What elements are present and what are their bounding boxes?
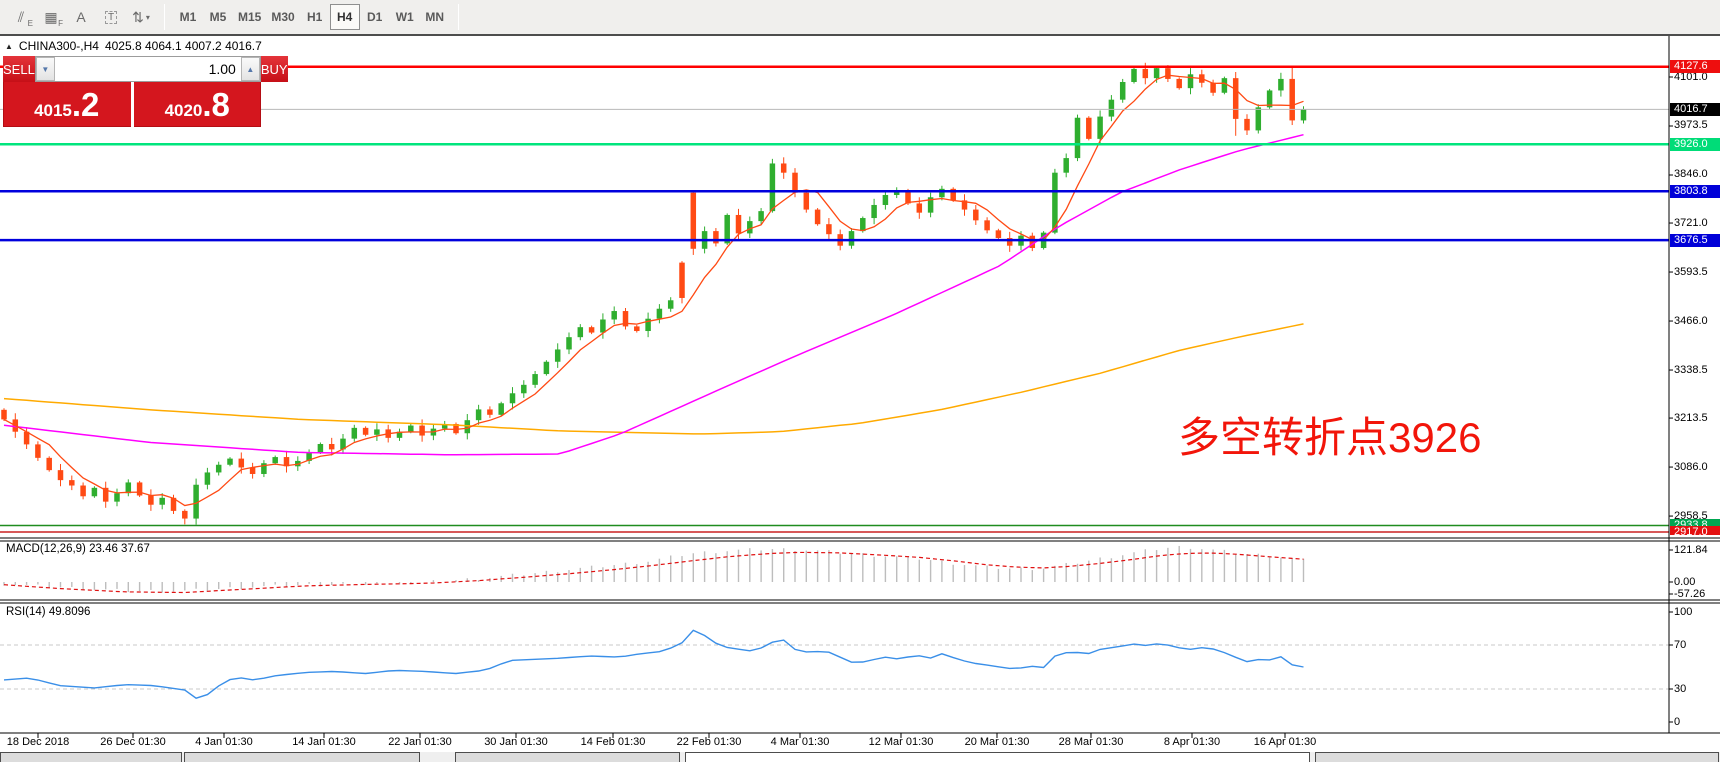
rsi-indicator-label: RSI(14) 49.8096 <box>6 606 91 618</box>
date-axis-label: 4 Mar 01:30 <box>770 736 830 748</box>
price-badge-4127.6: 4127.6 <box>1670 60 1720 74</box>
text-icon[interactable]: A <box>76 9 86 25</box>
buy-button[interactable]: BUY <box>260 56 288 82</box>
ohlc-values: 4025.8 4064.1 4007.2 4016.7 <box>104 39 262 53</box>
price-scale-label: 3213.5 <box>1674 411 1708 424</box>
date-axis-label: 22 Jan 01:30 <box>388 736 452 748</box>
drawing-tools-group: ⫽ E ▦ F A T ⇅ ▾ <box>6 0 156 34</box>
date-axis-label: 14 Jan 01:30 <box>292 736 356 748</box>
date-axis-label: 22 Feb 01:30 <box>676 736 742 748</box>
timeframe-button-h1[interactable]: H1 <box>307 10 323 24</box>
fibonacci-grid-icon[interactable]: ▦ F <box>44 8 63 29</box>
date-axis-label: 12 Mar 01:30 <box>868 736 934 748</box>
bid-fraction-digits: .2 <box>71 86 100 123</box>
equidistant-channel-icon[interactable]: ⫽ E <box>17 8 33 29</box>
price-scale-label: 4101.0 <box>1674 70 1708 83</box>
date-axis-label: 28 Mar 01:30 <box>1058 736 1124 748</box>
price-scale-label: 3593.5 <box>1674 265 1708 278</box>
chart-title: ▲ CHINA300-,H4 4025.8 4064.1 4007.2 4016… <box>5 39 262 53</box>
date-axis-label: 4 Jan 01:30 <box>195 736 253 748</box>
price-scale-label: 3086.0 <box>1674 460 1708 473</box>
price-scale-label: 3466.0 <box>1674 314 1708 327</box>
price-scale-label: 3846.0 <box>1674 168 1708 181</box>
timeframe-button-mn[interactable]: MN <box>425 10 445 24</box>
sell-button[interactable]: SELL <box>3 56 35 82</box>
bid-main-digits: 4015 <box>34 101 72 120</box>
ask-price[interactable]: 4020 .8 <box>134 82 262 127</box>
timeframe-button-m1[interactable]: M1 <box>179 10 197 24</box>
rsi-scale-label: 0 <box>1674 715 1681 728</box>
price-scale-label: 2958.5 <box>1674 509 1708 522</box>
symbol-label: CHINA300-,H4 <box>18 39 99 53</box>
date-axis-label: 16 Apr 01:30 <box>1253 736 1317 748</box>
toolbar-separator <box>164 4 165 30</box>
macd-scale-label: -57.26 <box>1674 587 1706 600</box>
date-axis-label: 20 Mar 01:30 <box>964 736 1030 748</box>
price-scale-label: 3338.5 <box>1674 363 1708 376</box>
bid-price[interactable]: 4015 .2 <box>3 82 131 127</box>
macd-scale-label: 121.84 <box>1674 543 1708 556</box>
chart-area[interactable]: ▲ CHINA300-,H4 4025.8 4064.1 4007.2 4016… <box>0 36 1720 762</box>
price-badge-3676.5: 3676.5 <box>1670 233 1720 247</box>
timeframe-button-m5[interactable]: M5 <box>209 10 227 24</box>
date-axis-label: 14 Feb 01:30 <box>580 736 646 748</box>
timeframe-button-h4[interactable]: H4 <box>329 4 360 30</box>
rsi-scale-label: 30 <box>1674 682 1687 695</box>
price-scale-label: 3721.0 <box>1674 216 1708 229</box>
one-click-trading-panel: SELL ▼ ▲ BUY 4015 .2 4020 .8 <box>3 56 288 127</box>
text-label-icon[interactable]: T <box>96 4 126 30</box>
ask-fraction-digits: .8 <box>202 86 230 123</box>
timeframe-button-m30[interactable]: M30 <box>271 10 295 24</box>
chart-tab[interactable] <box>455 752 680 762</box>
chart-tab-strip <box>0 752 1720 762</box>
volume-input[interactable] <box>54 57 241 81</box>
date-axis-label: 8 Apr 01:30 <box>1163 736 1221 748</box>
price-badge-3803.8: 3803.8 <box>1670 184 1720 198</box>
date-axis-label: 18 Dec 2018 <box>6 736 70 748</box>
ask-main-digits: 4020 <box>164 101 203 120</box>
chart-tab[interactable] <box>184 752 420 762</box>
chart-tab-active[interactable] <box>685 752 1310 762</box>
toolbar: ⫽ E ▦ F A T ⇅ ▾ M1 M5 M15 M30 H1 H4 D1 W1 MN <box>0 0 1720 36</box>
arrow-tools-icon[interactable]: ⇅ ▾ <box>132 8 150 25</box>
rsi-scale-label: 100 <box>1674 605 1693 618</box>
timeframe-button-d1[interactable]: D1 <box>367 10 383 24</box>
volume-increase-button[interactable]: ▲ <box>240 57 260 81</box>
timeframe-button-m15[interactable]: M15 <box>238 10 262 24</box>
chart-tab[interactable] <box>0 752 182 762</box>
macd-indicator-label: MACD(12,26,9) 23.46 37.67 <box>6 543 150 555</box>
timeframe-button-w1[interactable]: W1 <box>395 10 414 24</box>
price-divider <box>130 82 134 127</box>
chart-annotation-text: 多空转折点3926 <box>1178 414 1482 461</box>
price-scale-label: 3973.5 <box>1674 119 1708 132</box>
date-axis-label: 30 Jan 01:30 <box>484 736 548 748</box>
volume-stepper: ▼ ▲ <box>34 56 261 82</box>
price-badge-2917.0: 2917.0 <box>1670 525 1720 535</box>
date-axis-label: 26 Dec 01:30 <box>100 736 166 748</box>
chart-tab[interactable] <box>1315 752 1719 762</box>
macd-scale-label: 0.00 <box>1674 575 1696 588</box>
rsi-scale-label: 70 <box>1674 638 1687 651</box>
price-chart-canvas[interactable] <box>0 36 1720 762</box>
collapse-icon[interactable]: ▲ <box>5 41 13 51</box>
price-badge-3926.0: 3926.0 <box>1670 137 1720 151</box>
volume-decrease-button[interactable]: ▼ <box>35 57 55 81</box>
toolbar-separator <box>457 4 459 30</box>
price-badge-4016.7: 4016.7 <box>1670 102 1720 116</box>
timeframe-group: M1 M5 M15 M30 H1 H4 D1 W1 MN <box>173 0 450 34</box>
